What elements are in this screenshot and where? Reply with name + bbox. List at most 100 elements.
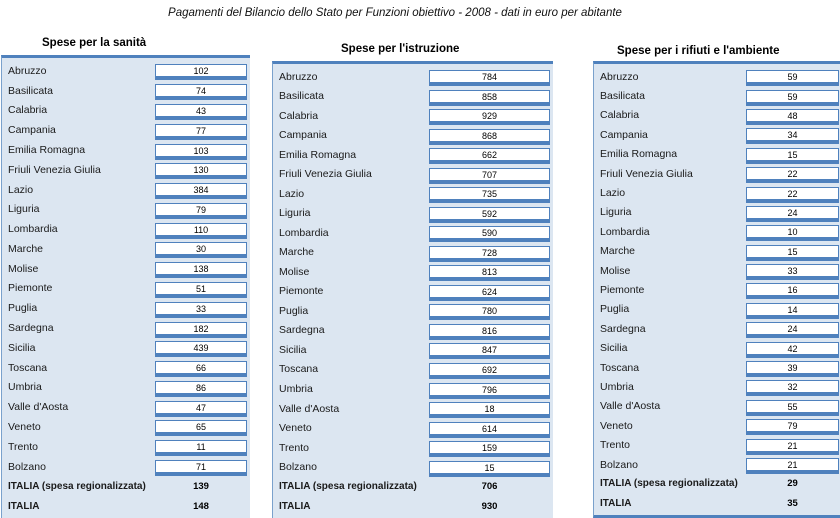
table-row: Friuli Venezia Giulia 130 xyxy=(2,160,250,180)
region-label: Friuli Venezia Giulia xyxy=(8,163,101,176)
table-row: Valle d'Aosta 47 xyxy=(2,397,250,417)
region-label: Sardegna xyxy=(279,324,325,337)
table-row: Umbria 796 xyxy=(273,379,553,399)
table-row: Emilia Romagna 15 xyxy=(594,145,840,164)
summary-row: ITALIA (spesa regionalizzata) 29 xyxy=(594,474,840,493)
table-row: Marche 30 xyxy=(2,239,250,259)
table-row: Liguria 592 xyxy=(273,204,553,224)
table-row: Trento 11 xyxy=(2,437,250,457)
region-label: Molise xyxy=(279,265,310,278)
table-row: Lombardia 10 xyxy=(594,222,840,241)
value-box: 16 xyxy=(746,283,839,297)
region-label: Abruzzo xyxy=(8,64,47,77)
region-label: Abruzzo xyxy=(600,70,639,83)
region-label: Sicilia xyxy=(600,342,628,355)
region-label: Trento xyxy=(600,439,630,452)
table-row: Basilicata 59 xyxy=(594,86,840,105)
region-label: Toscana xyxy=(279,363,319,376)
value-box: 130 xyxy=(155,163,247,177)
region-label: Marche xyxy=(8,242,44,255)
table-row: Campania 868 xyxy=(273,126,553,146)
value-box: 858 xyxy=(429,89,550,103)
region-label: Marche xyxy=(600,245,636,258)
table-row: Emilia Romagna 662 xyxy=(273,145,553,165)
value-box: 21 xyxy=(746,438,839,452)
value-box: 79 xyxy=(746,419,839,433)
table-row: Lombardia 590 xyxy=(273,223,553,243)
table-rows: Abruzzo 784 Basilicata 858 Calabria 929 Campan… xyxy=(273,64,553,518)
table-row: Emilia Romagna 103 xyxy=(2,140,250,160)
value-box: 14 xyxy=(746,302,839,316)
value-box: 780 xyxy=(429,304,550,318)
region-label: ITALIA xyxy=(600,497,632,509)
page-title: Pagamenti del Bilancio dello Stato per F… xyxy=(168,7,622,19)
region-label: Friuli Venezia Giulia xyxy=(279,168,372,181)
value-box: 47 xyxy=(155,400,247,414)
region-label: Campania xyxy=(8,124,56,137)
value-box: 439 xyxy=(155,341,247,355)
region-label: Trento xyxy=(279,441,309,454)
region-label: ITALIA xyxy=(279,500,311,512)
table-row: Toscana 66 xyxy=(2,358,250,378)
region-label: Liguria xyxy=(600,206,632,219)
region-label: Calabria xyxy=(600,109,640,122)
table-row: Lazio 384 xyxy=(2,180,250,200)
table-row: Bolzano 15 xyxy=(273,457,553,477)
value-box: 22 xyxy=(746,186,839,200)
value-box: 30 xyxy=(155,242,247,256)
table-row: Umbria 86 xyxy=(2,378,250,398)
table-rows: Abruzzo 59 Basilicata 59 Calabria 48 Campania 3… xyxy=(594,64,840,515)
table-row: Marche 15 xyxy=(594,242,840,261)
region-label: Bolzano xyxy=(8,460,46,473)
value-box: 74 xyxy=(155,84,247,98)
value-box: 614 xyxy=(429,421,550,435)
region-label: Campania xyxy=(600,128,648,141)
summary-row: ITALIA (spesa regionalizzata) 706 xyxy=(273,477,553,497)
table-row: Liguria 79 xyxy=(2,199,250,219)
region-label: Toscana xyxy=(600,361,640,374)
region-label: Puglia xyxy=(8,302,38,315)
value-box: 79 xyxy=(155,202,247,216)
region-label: Piemonte xyxy=(279,285,324,298)
table-row: Sicilia 42 xyxy=(594,338,840,357)
value-box: 34 xyxy=(746,128,839,142)
table-row: Abruzzo 784 xyxy=(273,67,553,87)
value-box: 868 xyxy=(429,128,550,142)
value-box: 51 xyxy=(155,281,247,295)
value-box: 102 xyxy=(155,64,247,78)
value-box: 24 xyxy=(746,322,839,336)
region-label: ITALIA (spesa regionalizzata) xyxy=(8,480,146,492)
table-row: Valle d'Aosta 18 xyxy=(273,399,553,419)
table-row: Piemonte 16 xyxy=(594,280,840,299)
value-box: 71 xyxy=(155,460,247,474)
value-box: 847 xyxy=(429,343,550,357)
table-row: Sardegna 816 xyxy=(273,321,553,341)
table-row: Trento 159 xyxy=(273,438,553,458)
value-box: 384 xyxy=(155,183,247,197)
value-box: 18 xyxy=(429,402,550,416)
region-label: Lombardia xyxy=(600,225,650,238)
value-box: 48 xyxy=(746,108,839,122)
value-box: 59 xyxy=(746,70,839,84)
table-row: Basilicata 74 xyxy=(2,81,250,101)
region-label: ITALIA (spesa regionalizzata) xyxy=(279,481,417,493)
table-row: Puglia 14 xyxy=(594,300,840,319)
region-label: Sardegna xyxy=(8,322,54,335)
value-box: 707 xyxy=(429,167,550,181)
value-box: 15 xyxy=(429,460,550,474)
region-label: Puglia xyxy=(279,304,309,317)
region-label: Lazio xyxy=(8,183,34,196)
region-label: Friuli Venezia Giulia xyxy=(600,167,693,180)
value-box: 138 xyxy=(155,262,247,276)
value-box: 692 xyxy=(429,362,550,376)
value-box: 10 xyxy=(746,225,839,239)
table-row: Marche 728 xyxy=(273,243,553,263)
value-box: 59 xyxy=(746,89,839,103)
value-box: 77 xyxy=(155,123,247,137)
value-box: 816 xyxy=(429,323,550,337)
region-label: Umbria xyxy=(279,383,313,395)
region-label: Piemonte xyxy=(600,283,645,296)
region-label: Valle d'Aosta xyxy=(8,401,69,414)
summary-value: 148 xyxy=(193,500,209,512)
